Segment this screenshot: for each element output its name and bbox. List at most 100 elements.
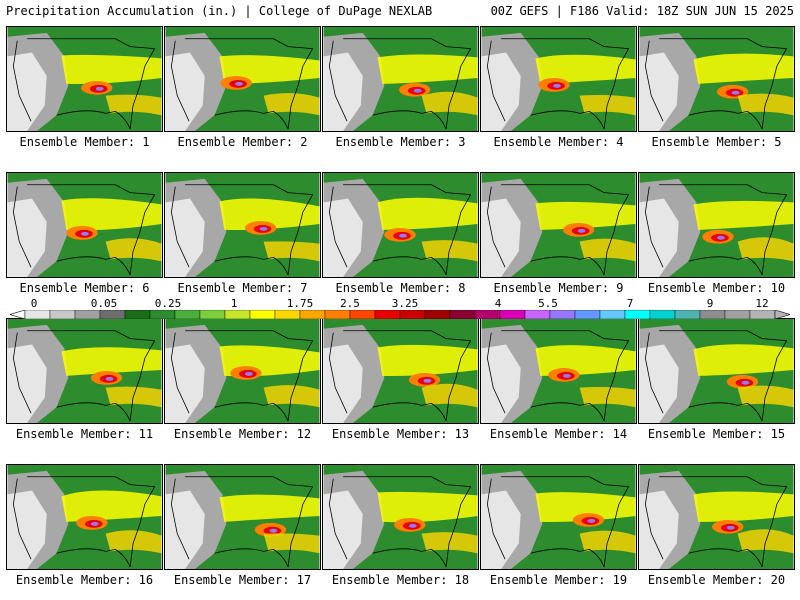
extreme-core [423, 378, 432, 383]
member-panel: Ensemble Member: 11 [6, 318, 163, 441]
moderate-band [61, 54, 162, 85]
legend-swatch [549, 310, 576, 319]
extreme-core [577, 228, 586, 233]
legend-arrow-left [10, 310, 26, 319]
extreme-core [244, 371, 253, 376]
legend-swatch [399, 310, 426, 319]
legend-swatch [374, 310, 401, 319]
member-panel: Ensemble Member: 17 [164, 464, 321, 587]
member-panel: Ensemble Member: 19 [480, 464, 637, 587]
coastline-gulf [56, 548, 131, 568]
precip-map [322, 172, 479, 278]
legend-swatch [349, 310, 376, 319]
moderate-band [535, 492, 636, 523]
extreme-core [259, 226, 268, 231]
border-line [659, 330, 787, 341]
legend-tick-label: 9 [706, 297, 714, 310]
legend-tick-label: 7 [626, 297, 634, 310]
coastline-east [603, 486, 629, 568]
coastline-gulf [372, 256, 447, 276]
precip-map [322, 318, 479, 424]
precip-map [164, 318, 321, 424]
coastline-east [287, 486, 313, 568]
member-caption: Ensemble Member: 6 [19, 281, 150, 295]
legend-swatch [649, 310, 676, 319]
legend-tick-label: 4 [494, 297, 502, 310]
precip-map [638, 172, 795, 278]
coastline-east [129, 48, 155, 130]
extreme-core [413, 88, 422, 93]
coastline-west [328, 40, 348, 122]
border-line [659, 38, 787, 49]
moderate-band [377, 197, 478, 230]
dry-area-light [481, 198, 521, 277]
precip-map [164, 464, 321, 570]
member-caption: Ensemble Member: 15 [647, 427, 786, 441]
coastline-west [328, 332, 348, 414]
member-caption: Ensemble Member: 11 [15, 427, 154, 441]
legend-tick-label: 1 [230, 297, 238, 310]
coastline-east [761, 486, 787, 568]
member-caption: Ensemble Member: 18 [331, 573, 470, 587]
legend-swatch [149, 310, 176, 319]
coastline-gulf [56, 110, 131, 130]
coastline-gulf [530, 256, 605, 276]
member-caption: Ensemble Member: 7 [177, 281, 308, 295]
coastline-gulf [372, 402, 447, 422]
extreme-core [731, 90, 740, 95]
extreme-core [105, 376, 114, 381]
coastline-west [486, 332, 506, 414]
coastline-gulf [56, 256, 131, 276]
dry-area-light [323, 52, 363, 131]
dry-area-light [323, 344, 363, 423]
moderate-band [535, 54, 636, 84]
dry-area-light [639, 344, 679, 423]
dry-area-light [165, 52, 205, 131]
coastline-west [170, 40, 190, 122]
dry-area-light [481, 490, 521, 569]
coastline-east [445, 48, 471, 130]
legend-swatch [274, 310, 301, 319]
legend-swatch [49, 310, 76, 319]
member-caption: Ensemble Member: 17 [173, 573, 312, 587]
legend-tick-label: 3.25 [391, 297, 419, 310]
dry-area-light [7, 52, 47, 131]
border-line [343, 38, 471, 49]
legend-arrow-right [774, 310, 790, 319]
legend-swatch [99, 310, 126, 319]
extreme-core [716, 235, 725, 240]
dry-area-light [481, 344, 521, 423]
legend-swatch [324, 310, 351, 319]
border-line [27, 330, 155, 341]
legend-tick-label: 0.25 [154, 297, 182, 310]
coastline-gulf [372, 110, 447, 130]
extreme-core [90, 521, 99, 526]
precip-legend: 0 0.05 0.25 1 1.75 2.5 3.25 4 5.5 7 9 12 [10, 297, 790, 321]
coastline-gulf [530, 110, 605, 130]
legend-tick-label: 12 [755, 297, 769, 310]
precip-map [164, 172, 321, 278]
coastline-east [603, 48, 629, 130]
legend-swatch [224, 310, 251, 319]
moderate-band [219, 494, 320, 522]
border-line [659, 476, 787, 487]
border-line [185, 184, 313, 195]
extreme-core [553, 83, 561, 88]
coastline-east [603, 194, 629, 276]
legend-swatch [174, 310, 201, 319]
border-line [501, 38, 629, 49]
moderate-band [377, 344, 478, 377]
extreme-core [587, 518, 596, 523]
legend-swatch [199, 310, 226, 319]
dry-area-light [639, 198, 679, 277]
coastline-west [644, 186, 664, 268]
dry-area-light [165, 198, 205, 277]
coastline-gulf [214, 402, 289, 422]
coastline-east [761, 194, 787, 276]
member-caption: Ensemble Member: 20 [647, 573, 786, 587]
member-caption: Ensemble Member: 4 [493, 135, 624, 149]
legend-swatch [74, 310, 101, 319]
coastline-gulf [214, 548, 289, 568]
legend-swatch [699, 310, 726, 319]
coastline-west [170, 478, 190, 560]
